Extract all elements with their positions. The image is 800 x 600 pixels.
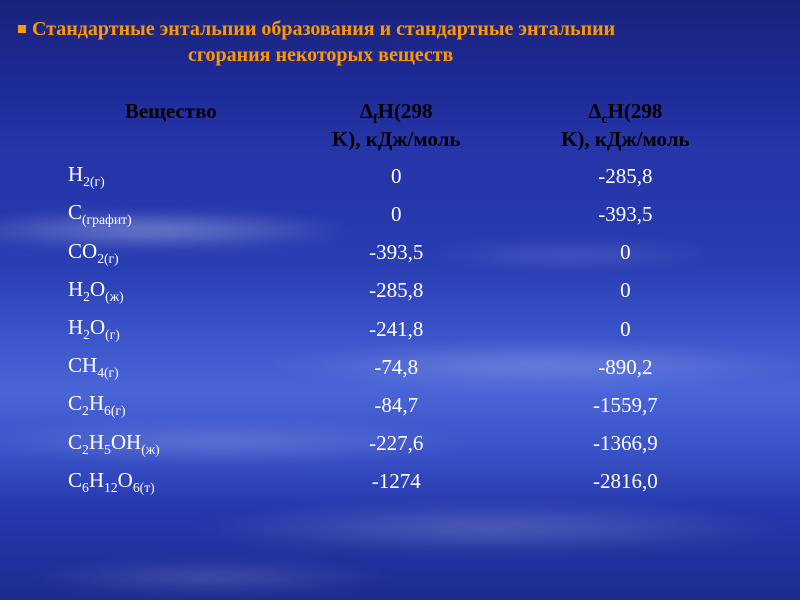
cell-dfH: 0 bbox=[282, 157, 511, 195]
cell-dfH: -1274 bbox=[282, 463, 511, 501]
cell-dcH: -1559,7 bbox=[511, 386, 740, 424]
cell-dfH: -84,7 bbox=[282, 386, 511, 424]
col-header-substance: Вещество bbox=[60, 94, 282, 157]
col-header-substance-text: Вещество bbox=[125, 99, 217, 123]
table-row: H2O(ж)-285,80 bbox=[60, 272, 740, 310]
table-row: H2O(г)-241,80 bbox=[60, 310, 740, 348]
cell-substance: H2O(ж) bbox=[60, 272, 282, 310]
col2-line2: K), кДж/моль bbox=[517, 127, 734, 152]
table-body: H2(г)0-285,8C(графит)0-393,5CO2(г)-393,5… bbox=[60, 157, 740, 501]
col1-line2: K), кДж/моль bbox=[288, 127, 505, 152]
cell-substance: C2H5OH(ж) bbox=[60, 425, 282, 463]
cell-substance: H2(г) bbox=[60, 157, 282, 195]
cell-dfH: 0 bbox=[282, 195, 511, 233]
cell-dcH: 0 bbox=[511, 272, 740, 310]
slide-title: Стандартные энтальпии образования и стан… bbox=[0, 0, 800, 76]
col-header-dcH: ΔcH(298 K), кДж/моль bbox=[511, 94, 740, 157]
cell-dcH: -393,5 bbox=[511, 195, 740, 233]
table-header-row: Вещество ΔfH(298 K), кДж/моль ΔcH(298 K)… bbox=[60, 94, 740, 157]
cell-dfH: -285,8 bbox=[282, 272, 511, 310]
table-row: C(графит)0-393,5 bbox=[60, 195, 740, 233]
cell-dfH: -241,8 bbox=[282, 310, 511, 348]
title-line-1: Стандартные энтальпии образования и стан… bbox=[32, 18, 615, 40]
cell-substance: C2H6(г) bbox=[60, 386, 282, 424]
cell-dfH: -393,5 bbox=[282, 234, 511, 272]
table-row: H2(г)0-285,8 bbox=[60, 157, 740, 195]
cell-dfH: -227,6 bbox=[282, 425, 511, 463]
cell-substance: H2O(г) bbox=[60, 310, 282, 348]
cell-dcH: 0 bbox=[511, 234, 740, 272]
cell-dfH: -74,8 bbox=[282, 348, 511, 386]
title-line-2: сгорания некоторых веществ bbox=[188, 42, 782, 68]
cell-substance: CH4(г) bbox=[60, 348, 282, 386]
cell-substance: C6H12O6(т) bbox=[60, 463, 282, 501]
col-header-dfH: ΔfH(298 K), кДж/моль bbox=[282, 94, 511, 157]
cell-dcH: 0 bbox=[511, 310, 740, 348]
table-row: C2H6(г)-84,7-1559,7 bbox=[60, 386, 740, 424]
cell-dcH: -890,2 bbox=[511, 348, 740, 386]
cell-substance: C(графит) bbox=[60, 195, 282, 233]
cell-dcH: -2816,0 bbox=[511, 463, 740, 501]
slide-container: Стандартные энтальпии образования и стан… bbox=[0, 0, 800, 600]
col2-delta: Δ bbox=[588, 99, 601, 123]
title-bullet-icon bbox=[18, 25, 26, 33]
cell-substance: CO2(г) bbox=[60, 234, 282, 272]
col1-rest: H(298 bbox=[378, 99, 433, 123]
col2-rest: H(298 bbox=[608, 99, 663, 123]
col1-delta: Δ bbox=[360, 99, 373, 123]
enthalpy-table: Вещество ΔfH(298 K), кДж/моль ΔcH(298 K)… bbox=[60, 94, 740, 501]
table-row: CH4(г)-74,8-890,2 bbox=[60, 348, 740, 386]
table-row: C6H12O6(т)-1274-2816,0 bbox=[60, 463, 740, 501]
cell-dcH: -285,8 bbox=[511, 157, 740, 195]
cell-dcH: -1366,9 bbox=[511, 425, 740, 463]
table-row: CO2(г)-393,50 bbox=[60, 234, 740, 272]
table-row: C2H5OH(ж)-227,6-1366,9 bbox=[60, 425, 740, 463]
